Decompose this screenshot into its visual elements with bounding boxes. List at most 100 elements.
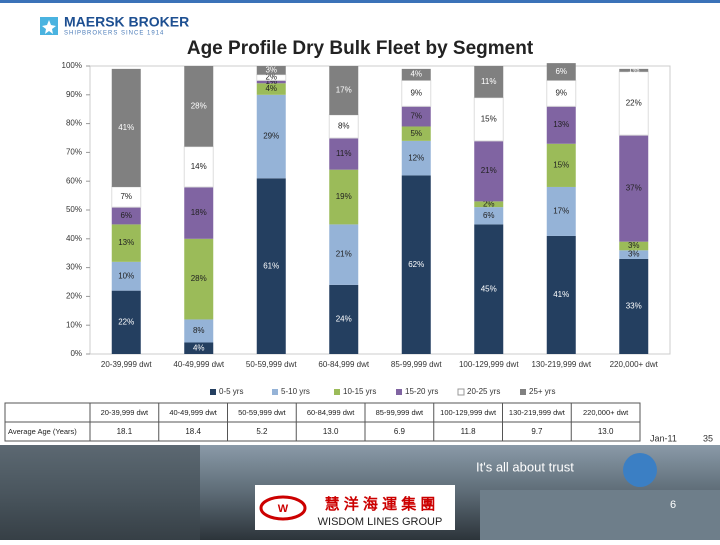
data-label: 28% bbox=[191, 101, 207, 110]
bar-segment bbox=[401, 126, 431, 141]
y-tick-label: 30% bbox=[66, 263, 82, 272]
legend-swatch bbox=[334, 389, 340, 395]
data-label: 12% bbox=[408, 153, 424, 162]
bar-segment bbox=[619, 258, 649, 354]
table-cell: 5.2 bbox=[256, 427, 268, 436]
legend-label: 5-10 yrs bbox=[281, 387, 310, 396]
table-cell: 6.9 bbox=[394, 427, 406, 436]
data-label: 2% bbox=[265, 73, 277, 82]
bar-segment bbox=[401, 106, 431, 127]
y-tick-label: 10% bbox=[66, 320, 82, 329]
bar-segment bbox=[401, 68, 431, 81]
bar-segment bbox=[256, 94, 286, 179]
y-tick-label: 60% bbox=[66, 176, 82, 185]
data-label: 2% bbox=[483, 199, 495, 208]
table-header: 85-99,999 dwt bbox=[376, 408, 424, 417]
data-label: 37% bbox=[626, 184, 642, 193]
legend-swatch bbox=[396, 389, 402, 395]
bar-segment bbox=[184, 319, 214, 343]
logo-star bbox=[42, 20, 56, 34]
bar-segment bbox=[546, 235, 576, 354]
data-label: 11% bbox=[336, 149, 351, 158]
y-tick-label: 80% bbox=[66, 119, 82, 128]
data-label: 5% bbox=[410, 129, 422, 138]
bar-segment bbox=[619, 135, 649, 242]
x-tick-label: 60-84,999 dwt bbox=[318, 360, 369, 369]
bar-segment bbox=[256, 66, 286, 75]
data-label: 17% bbox=[336, 86, 352, 95]
legend-label: 15-20 yrs bbox=[405, 387, 438, 396]
data-label: 41% bbox=[553, 290, 569, 299]
table-cell: 11.8 bbox=[461, 427, 477, 436]
data-label: 24% bbox=[336, 315, 352, 324]
bar-segment bbox=[111, 68, 141, 187]
bar-segment bbox=[473, 97, 504, 142]
data-label: 13% bbox=[118, 238, 134, 247]
bar-segment bbox=[546, 63, 576, 81]
data-label: 15% bbox=[481, 114, 497, 123]
legend-swatch bbox=[210, 389, 216, 395]
data-label: 7% bbox=[120, 192, 132, 201]
bar-segment bbox=[329, 66, 359, 115]
legend-swatch bbox=[272, 389, 278, 395]
data-label: 1% bbox=[628, 65, 640, 74]
bar-segment bbox=[184, 186, 214, 239]
group-logo-w: W bbox=[278, 503, 289, 515]
data-label: 28% bbox=[191, 274, 207, 283]
x-tick-label: 130-219,999 dwt bbox=[531, 360, 591, 369]
legend-swatch bbox=[520, 389, 526, 395]
table-header: 50-59,999 dwt bbox=[238, 408, 286, 417]
table-header: 60-84,999 dwt bbox=[307, 408, 355, 417]
slogan: It's all about trust bbox=[476, 459, 574, 474]
x-tick-label: 40-49,999 dwt bbox=[173, 360, 224, 369]
legend-label: 10-15 yrs bbox=[343, 387, 376, 396]
y-tick-label: 70% bbox=[66, 148, 82, 157]
top-rule bbox=[0, 0, 720, 3]
data-label: 11% bbox=[481, 77, 496, 86]
bar-segment bbox=[474, 66, 504, 98]
table-cell: 9.7 bbox=[531, 427, 543, 436]
data-label: 1% bbox=[265, 77, 277, 86]
data-label: 33% bbox=[626, 302, 642, 311]
data-label: 61% bbox=[263, 261, 279, 270]
data-label: 8% bbox=[338, 122, 350, 131]
table-row-label: Average Age (Years) bbox=[8, 427, 77, 436]
data-label: 3% bbox=[628, 250, 640, 259]
bar-segment bbox=[111, 186, 142, 208]
bar-segment bbox=[619, 68, 649, 72]
page-number: 6 bbox=[670, 499, 676, 511]
data-label: 19% bbox=[336, 192, 352, 201]
bar-segment bbox=[256, 83, 286, 95]
data-label: 18% bbox=[191, 208, 207, 217]
table-header: 220,000+ dwt bbox=[583, 408, 629, 417]
bar-segment bbox=[401, 79, 432, 107]
y-tick-label: 0% bbox=[70, 349, 82, 358]
data-label: 6% bbox=[483, 211, 495, 220]
table-header: 20-39,999 dwt bbox=[101, 408, 149, 417]
bar-segment bbox=[474, 201, 504, 208]
bar-segment bbox=[619, 241, 649, 251]
x-tick-label: 50-59,999 dwt bbox=[246, 360, 297, 369]
bar-segment bbox=[329, 138, 359, 170]
data-label: 3% bbox=[265, 65, 277, 74]
group-chinese: 慧 洋 海 運 集 團 bbox=[325, 495, 436, 513]
data-label: 4% bbox=[265, 84, 277, 93]
data-label: 7% bbox=[410, 112, 422, 121]
x-tick-label: 220,000+ dwt bbox=[610, 360, 659, 369]
legend-label: 25+ yrs bbox=[529, 387, 555, 396]
data-label: 22% bbox=[626, 99, 642, 108]
data-label: 14% bbox=[191, 162, 207, 171]
legend-label: 20-25 yrs bbox=[467, 387, 500, 396]
bar-segment bbox=[111, 290, 141, 354]
globe bbox=[623, 453, 657, 487]
data-label: 3% bbox=[628, 241, 640, 250]
legend-swatch bbox=[457, 388, 465, 396]
chart: 0% 10% 20% 30% 40% 50% 60% 70% 80% 90% 100% 20-39,9… bbox=[4, 61, 671, 442]
bar-segment bbox=[111, 261, 141, 291]
bar-segment bbox=[329, 284, 359, 354]
tagline: SHIPBROKERS SINCE 1914 bbox=[64, 31, 164, 37]
group-name: WISDOM LINES GROUP bbox=[318, 516, 443, 528]
table-header: 100-129,999 dwt bbox=[440, 408, 497, 417]
table-header: 130-219,999 dwt bbox=[509, 408, 566, 417]
